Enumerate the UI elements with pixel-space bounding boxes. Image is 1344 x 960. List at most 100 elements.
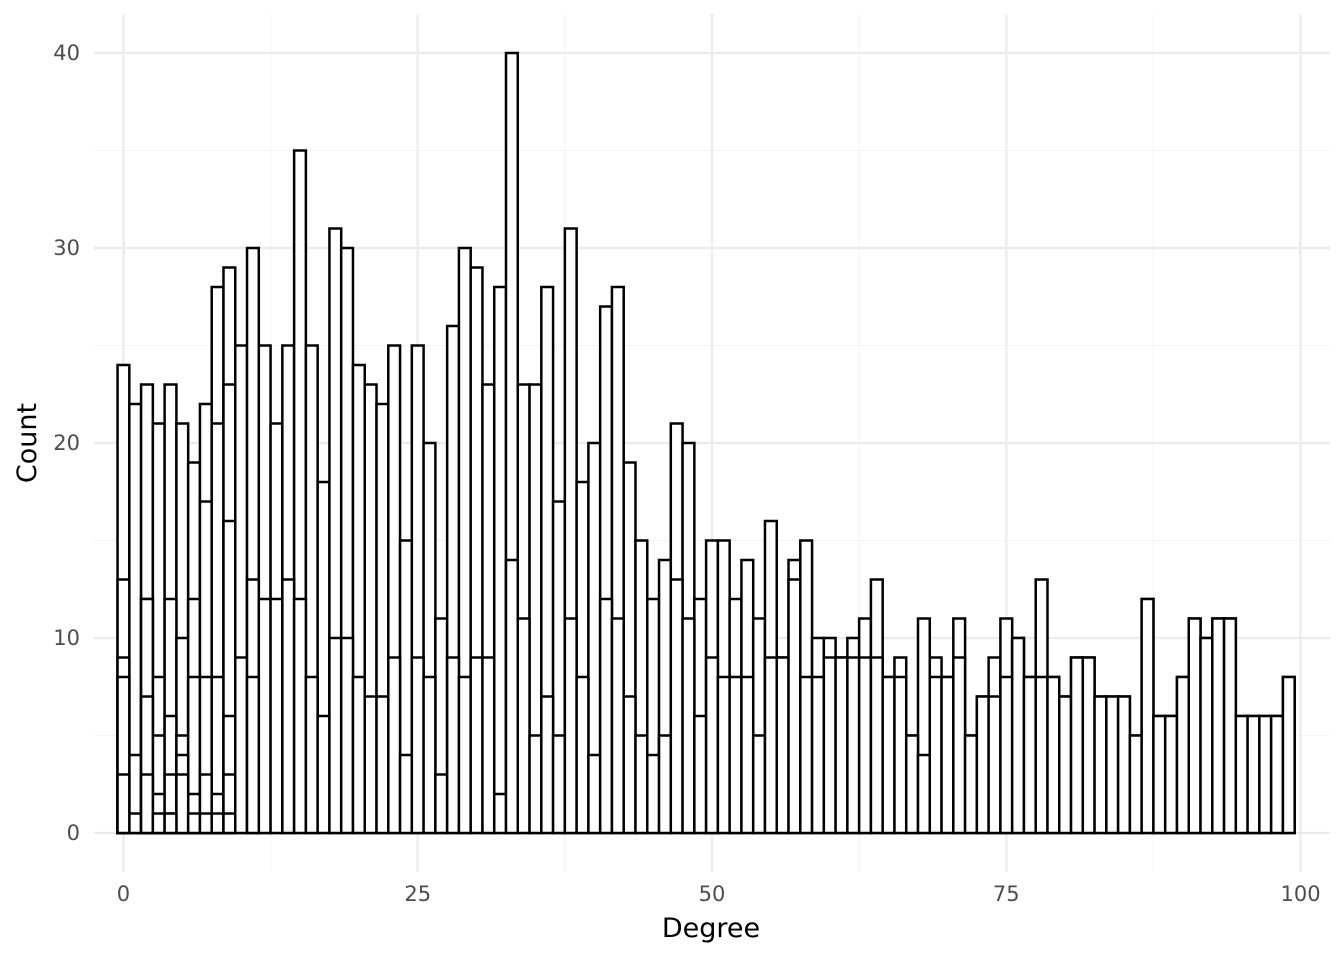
histogram-bar [1128,734,1143,835]
histogram-bar [116,773,131,835]
histogram-bar [128,812,143,835]
histogram-bar [387,656,402,835]
histogram-bar [728,675,743,835]
histogram-bar [1058,695,1073,835]
histogram-bar [869,656,884,835]
histogram-bar [846,656,861,835]
histogram-bar [975,695,990,835]
histogram-bar [681,617,696,835]
histogram-bar [434,773,449,835]
x-tick-label: 100 [1281,882,1321,906]
histogram-bar [163,812,178,835]
histogram-bar [904,734,920,835]
x-axis-title: Degree [662,913,760,944]
histogram-bar [716,675,731,835]
histogram-bar [810,675,826,835]
histogram-bar [763,656,778,835]
histogram-bar [610,617,625,835]
y-tick-label: 10 [53,626,80,650]
histogram-bar [375,695,390,835]
histogram-bar [893,675,908,835]
histogram-bar [1069,656,1085,835]
histogram-bar [422,675,437,835]
x-tick-label: 75 [993,882,1020,906]
histogram-bar [504,558,520,835]
histogram-bar [1175,675,1190,835]
histogram-bar [622,695,637,835]
histogram-bar [952,656,967,835]
histogram-bar [328,636,343,835]
histogram-bar [175,773,190,835]
histogram-bar [1010,636,1026,835]
histogram-bar [740,675,755,835]
histogram-bar [646,753,661,835]
histogram-bar [1211,617,1226,835]
histogram-bar [528,734,543,835]
histogram-bar [575,675,590,835]
histogram-bar [799,675,814,835]
histogram-bar [1234,714,1249,835]
histogram-bar [410,656,425,835]
histogram-bar [704,656,720,835]
histogram-bar [151,812,166,835]
histogram-bar [234,656,249,835]
histogram-bar [186,812,202,835]
histogram-bar [198,812,213,835]
histogram-bar [928,675,943,835]
histogram-bar [857,656,873,835]
histogram-bar [139,773,155,835]
histogram-bar [1022,675,1037,835]
y-tick-label: 20 [53,431,80,455]
y-tick-label: 30 [53,236,80,260]
histogram-bar [657,734,673,835]
histogram-bar [1199,636,1214,835]
histogram-bar [292,597,308,835]
histogram-bar [492,285,508,835]
histogram-bar [669,578,684,835]
histogram-bar [269,597,284,835]
histogram-bar [881,675,896,835]
histogram-bar [587,753,602,835]
histogram-bar [598,597,614,835]
histogram-bar [940,675,955,835]
histogram-bar [481,656,496,835]
y-tick-labels: 0 10 20 30 40 [53,41,80,845]
y-tick-label: 0 [67,821,80,845]
y-axis-title: Count [12,403,43,483]
histogram-bar [351,675,366,835]
histogram-bar [516,617,531,835]
histogram-bar [1187,617,1202,835]
histogram-bar [787,578,802,835]
histogram-bar [834,656,849,835]
histogram-bar [1258,714,1273,835]
histogram-bar [339,636,355,835]
histogram-bar [469,656,484,835]
histogram-bar [751,734,767,835]
histogram-bar [222,812,237,835]
histogram-bar [398,753,414,835]
histogram-bar [445,656,461,835]
x-tick-label: 50 [699,882,726,906]
histogram-bar [1093,695,1108,835]
histogram-bar [1152,714,1167,835]
histogram-bar [316,714,331,835]
histogram-bar [916,753,932,835]
histogram-bar [540,695,555,835]
histogram-bar [245,675,261,835]
histogram-bar [551,734,567,835]
histogram-bar [999,675,1014,835]
histogram-bar [1140,597,1155,835]
histogram-bar [1246,714,1261,835]
histogram-bar [304,675,319,835]
histogram-bar [963,734,979,835]
x-tick-label: 25 [404,882,431,906]
histogram-bar [492,792,508,835]
histogram-bar [1034,675,1049,835]
histogram-bar [1046,675,1061,835]
histogram-bar [822,656,837,835]
histogram-bar [775,656,790,835]
y-tick-label: 40 [53,41,80,65]
histogram-bar [1281,675,1296,835]
histogram-bar [457,675,472,835]
